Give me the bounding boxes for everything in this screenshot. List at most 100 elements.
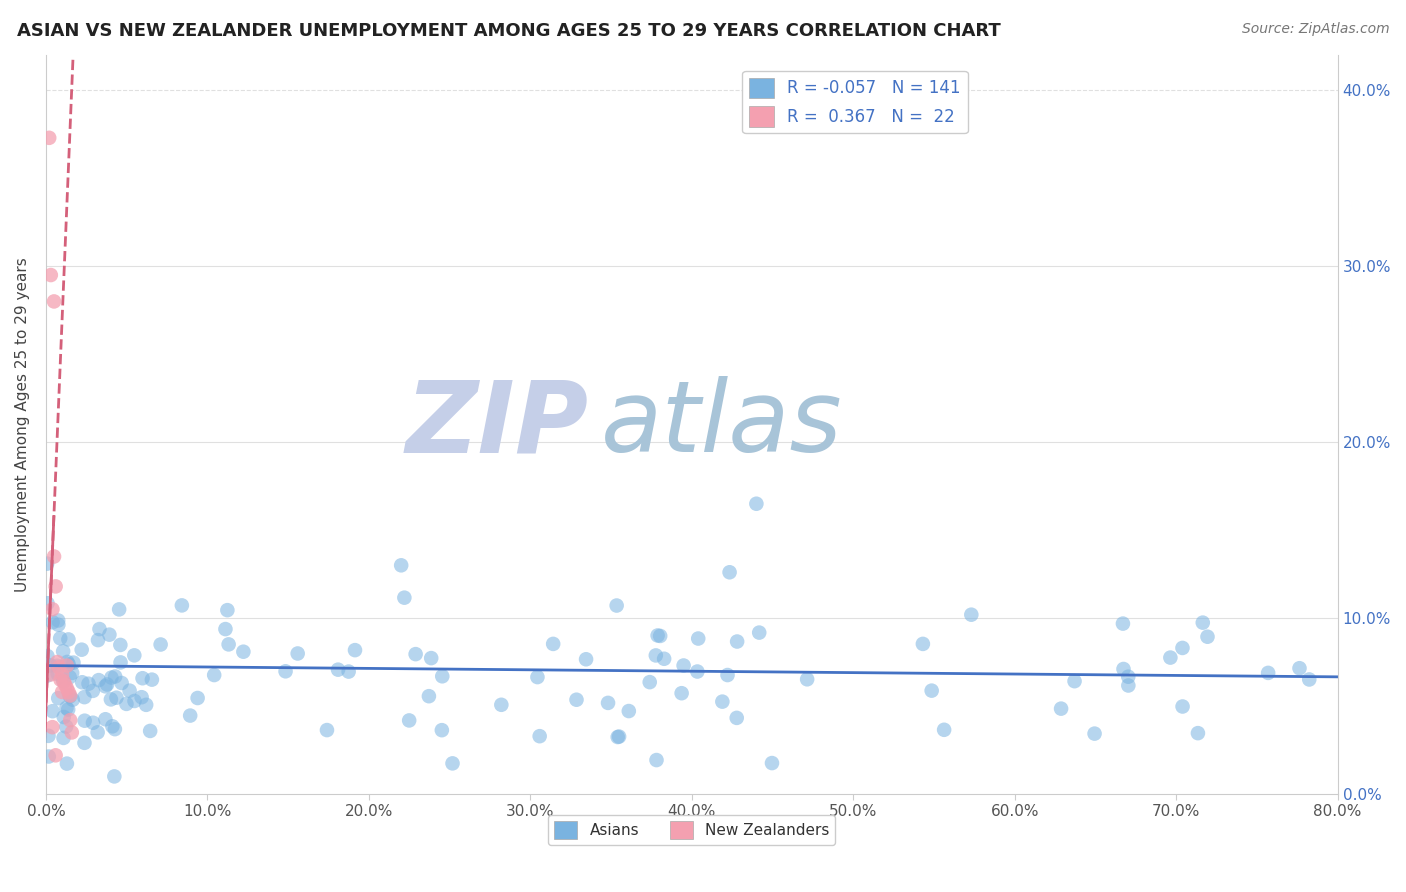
Point (617, 704, 640, 718)
Point (49, 632, 72, 646)
Point (41, 615, 63, 630)
Point (124, 648, 146, 663)
Point (491, 698, 513, 712)
Point (46, 655, 69, 669)
Point (42, 549, 65, 564)
Point (1187, 726, 1209, 740)
Point (39, 667, 62, 681)
Point (960, 607, 983, 622)
Point (52, 710, 75, 724)
Point (575, 652, 598, 666)
Point (644, 648, 666, 663)
Point (1083, 726, 1105, 740)
Point (56, 756, 79, 771)
Point (38, 729, 60, 743)
Point (217, 603, 239, 617)
Point (606, 730, 628, 744)
Point (56, 702, 79, 716)
Point (645, 753, 668, 767)
Point (70, 675, 93, 690)
Point (100, 692, 122, 706)
Point (652, 652, 675, 666)
Point (725, 634, 748, 648)
Point (1288, 661, 1310, 675)
Point (104, 669, 127, 683)
Point (58, 685, 80, 699)
Point (52, 644, 75, 658)
Point (45, 748, 67, 763)
Point (1159, 650, 1181, 665)
Point (932, 723, 955, 737)
Point (1298, 673, 1320, 687)
Point (1191, 615, 1213, 630)
Point (420, 651, 443, 665)
Point (103, 769, 125, 783)
Point (37, 649, 59, 664)
Point (337, 665, 360, 679)
Point (59, 689, 82, 703)
Point (96, 677, 118, 691)
Point (37, 596, 59, 610)
Point (86, 725, 108, 739)
Point (94, 712, 117, 726)
Point (671, 686, 693, 700)
Point (921, 683, 943, 698)
Text: atlas: atlas (602, 376, 844, 473)
Point (60, 725, 83, 739)
Point (139, 723, 162, 738)
Point (529, 729, 551, 743)
Point (672, 658, 695, 673)
Point (1171, 699, 1194, 714)
Point (607, 730, 630, 744)
Point (686, 665, 709, 679)
Point (41, 704, 63, 718)
Point (761, 756, 783, 770)
Point (141, 673, 163, 687)
Point (1112, 616, 1135, 631)
Point (59, 713, 82, 727)
Point (1171, 640, 1194, 655)
Point (41, 602, 63, 616)
Point (1257, 665, 1279, 680)
Point (389, 558, 412, 573)
Point (441, 756, 464, 771)
Point (62, 692, 84, 706)
Point (711, 695, 734, 709)
Point (218, 637, 240, 651)
Point (596, 696, 619, 710)
Point (274, 665, 297, 679)
Point (51, 685, 73, 699)
Point (52, 674, 75, 689)
Point (432, 669, 454, 683)
Point (688, 632, 710, 646)
Point (108, 602, 131, 616)
Point (82, 715, 104, 730)
Point (59, 690, 82, 704)
Point (77, 676, 100, 690)
Point (73, 714, 96, 728)
Point (39, 658, 62, 673)
Point (911, 637, 934, 651)
Point (87, 673, 110, 687)
Text: ASIAN VS NEW ZEALANDER UNEMPLOYMENT AMONG AGES 25 TO 29 YEARS CORRELATION CHART: ASIAN VS NEW ZEALANDER UNEMPLOYMENT AMON… (17, 22, 1001, 40)
Point (110, 656, 132, 670)
Point (1116, 670, 1139, 684)
Point (73, 690, 96, 705)
Point (37, 668, 59, 682)
Point (94, 679, 117, 693)
Point (41, 720, 63, 734)
Point (1063, 674, 1085, 689)
Point (398, 714, 420, 728)
Point (1197, 630, 1219, 644)
Point (796, 673, 818, 687)
Point (418, 689, 440, 703)
Point (118, 683, 141, 698)
Y-axis label: Unemployment Among Ages 25 to 29 years: Unemployment Among Ages 25 to 29 years (15, 257, 30, 592)
Point (187, 691, 209, 706)
Point (745, 497, 768, 511)
Point (179, 708, 201, 723)
Point (170, 599, 193, 613)
Point (647, 628, 669, 642)
Point (58, 632, 80, 647)
Point (326, 663, 349, 677)
